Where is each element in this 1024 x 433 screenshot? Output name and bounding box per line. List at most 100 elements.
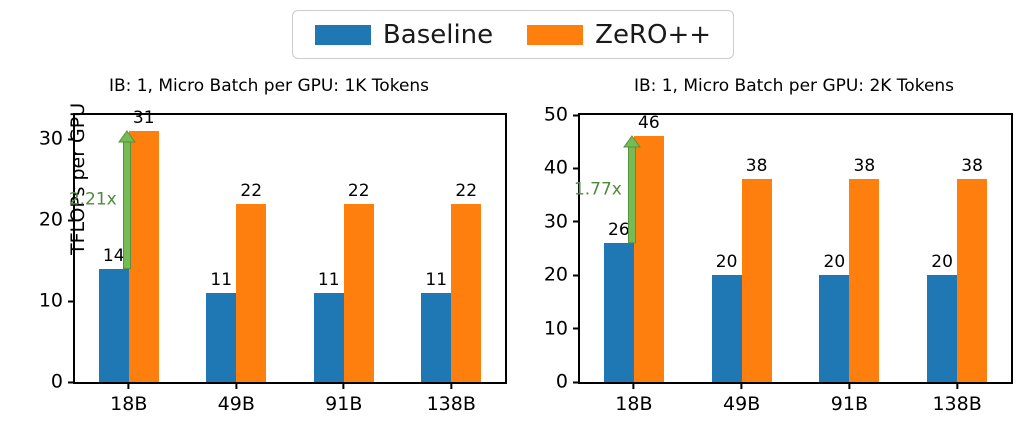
bar-zeropp-49B xyxy=(236,204,267,382)
bar-zeropp-49B xyxy=(741,179,772,382)
y-axis-tick: 20 xyxy=(38,208,75,231)
x-axis-tick-mark xyxy=(740,382,743,389)
speedup-annotation-label: 1.77x xyxy=(573,179,622,200)
y-axis-tick: 30 xyxy=(38,127,75,150)
bar-baseline-138B xyxy=(927,275,958,382)
x-axis-tick: 18B xyxy=(615,382,652,414)
legend-label-zeropp: ZeRO++ xyxy=(595,19,712,50)
bar-value-label: 11 xyxy=(425,270,448,290)
bar-value-label: 26 xyxy=(608,220,630,241)
y-axis-tick-mark xyxy=(68,381,75,383)
x-axis-tick-mark xyxy=(342,382,345,389)
color-swatch-icon xyxy=(314,24,371,45)
bar-value-label: 38 xyxy=(853,156,876,177)
y-axis-tick: 30 xyxy=(544,212,580,231)
y-axis-tick: 10 xyxy=(544,319,580,338)
bar-value-label: 20 xyxy=(823,252,846,273)
y-axis-tick-mark xyxy=(68,219,75,222)
x-axis-tick: 49B xyxy=(218,382,255,414)
y-axis-tick: 50 xyxy=(543,103,580,126)
bar-baseline-91B xyxy=(819,275,850,382)
y-axis-tick-mark xyxy=(573,167,580,170)
bar-baseline-18B xyxy=(603,243,634,382)
x-axis-tick-mark xyxy=(848,382,851,389)
color-swatch-icon xyxy=(527,24,584,45)
y-axis-tick-label: 30 xyxy=(38,127,63,150)
x-axis-tick-label: 91B xyxy=(325,393,363,415)
chart-legend: Baseline ZeRO++ xyxy=(292,10,734,59)
bar-value-label: 38 xyxy=(745,156,768,177)
bar-baseline-49B xyxy=(711,275,742,382)
bar-value-label: 22 xyxy=(455,181,478,201)
y-axis-tick-mark xyxy=(573,381,580,383)
y-axis-tick-mark xyxy=(68,138,75,141)
speedup-arrow-icon xyxy=(117,130,136,270)
bar-value-label: 11 xyxy=(317,270,340,290)
bar-value-label: 14 xyxy=(102,245,125,266)
y-axis-tick-label: 20 xyxy=(543,263,568,286)
legend-label-baseline: Baseline xyxy=(382,19,494,50)
x-axis-tick-mark xyxy=(235,382,238,389)
y-axis-tick: 0 xyxy=(50,370,75,393)
x-axis-tick-mark xyxy=(127,382,130,389)
bar-baseline-138B xyxy=(421,293,452,382)
bar-zeropp-18B xyxy=(128,131,159,382)
y-axis-tick: 20 xyxy=(543,263,580,286)
x-axis-tick-label: 18B xyxy=(615,393,653,415)
y-axis-tick-label: 0 xyxy=(555,370,568,393)
y-axis-tick-mark xyxy=(573,274,580,277)
bar-value-label: 20 xyxy=(715,252,738,273)
y-axis-tick-label: 40 xyxy=(543,156,568,179)
y-axis-tick-mark xyxy=(573,327,580,330)
panel-title: IB: 1, Micro Batch per GPU: 2K Tokens xyxy=(633,76,955,96)
y-axis-tick-mark xyxy=(573,114,580,116)
bar-value-label: 46 xyxy=(638,113,660,134)
plot-area: 0 10 20 30 40 50 18B 26 46 1.77x 49B 20 38 91B 20 38 138… xyxy=(544,105,1013,414)
y-axis-tick: 10 xyxy=(38,289,75,312)
y-axis-tick-mark xyxy=(573,220,580,223)
speedup-annotation-label: 2.21x xyxy=(68,189,117,210)
x-axis-tick: 91B xyxy=(831,382,868,414)
x-axis-tick: 91B xyxy=(325,382,362,414)
bar-value-label: 22 xyxy=(240,181,263,201)
y-axis-tick-label: 20 xyxy=(38,208,63,231)
x-axis-tick: 138B xyxy=(932,382,982,415)
legend-entry-baseline: Baseline xyxy=(314,19,494,50)
y-axis-tick-label: 10 xyxy=(38,289,63,312)
x-axis-tick-label: 138B xyxy=(932,393,982,415)
x-axis-tick-mark xyxy=(956,382,959,389)
bar-zeropp-18B xyxy=(633,136,664,382)
x-axis-tick: 49B xyxy=(723,382,760,414)
bar-zeropp-138B xyxy=(451,204,482,382)
bar-value-label: 31 xyxy=(132,108,155,129)
y-axis-label: TFLOPs per GPU xyxy=(67,102,89,255)
x-axis-tick-label: 49B xyxy=(723,393,761,415)
bar-zeropp-91B xyxy=(343,204,374,382)
x-axis-tick-mark xyxy=(632,382,635,389)
x-axis-tick-label: 91B xyxy=(830,393,868,415)
x-axis-tick-mark xyxy=(450,382,453,389)
y-axis-tick: 40 xyxy=(543,156,580,179)
bar-baseline-18B xyxy=(98,268,129,382)
x-axis-tick-label: 18B xyxy=(110,393,148,415)
bar-value-label: 20 xyxy=(931,252,953,273)
plot-area: TFLOPs per GPU 0 10 20 30 18B 14 31 2.21x 49B 11 2… xyxy=(39,103,507,414)
x-axis-tick: 18B xyxy=(110,382,147,414)
panel-title: IB: 1, Micro Batch per GPU: 1K Tokens xyxy=(108,76,430,96)
bar-baseline-49B xyxy=(206,293,237,382)
y-axis-tick-label: 0 xyxy=(50,370,63,393)
bar-value-label: 22 xyxy=(347,181,370,201)
x-axis-tick-label: 138B xyxy=(426,393,476,415)
y-axis-tick-label: 30 xyxy=(543,210,568,233)
y-axis-tick: 0 xyxy=(555,370,580,393)
y-axis-tick-label: 50 xyxy=(543,103,568,126)
y-axis-tick-mark xyxy=(68,300,75,303)
bar-value-label: 38 xyxy=(961,156,983,177)
x-axis-tick: 138B xyxy=(427,382,476,414)
x-axis-tick-label: 49B xyxy=(217,393,255,415)
bar-zeropp-138B xyxy=(957,179,988,382)
legend-entry-zeropp: ZeRO++ xyxy=(527,22,711,48)
speedup-arrow-icon xyxy=(622,135,641,244)
bar-baseline-91B xyxy=(313,293,344,382)
